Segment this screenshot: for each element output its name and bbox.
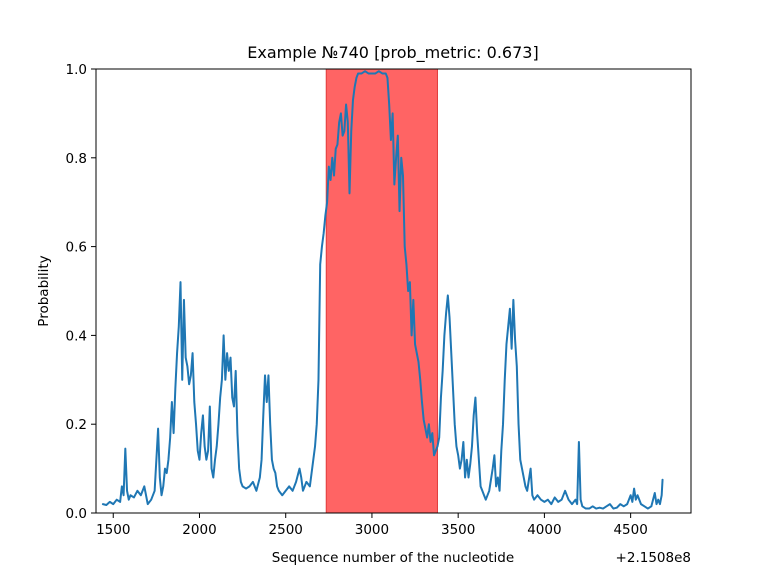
y-tick-label: 1.0 [66,62,87,78]
line-layer [101,70,664,510]
y-tick-label: 0.4 [66,328,87,344]
y-axis: 0.0 0.2 0.4 0.6 0.8 1.0 [66,62,96,522]
x-tick-label: 3000 [355,522,389,538]
x-tick-label: 3500 [441,522,475,538]
x-axis-offset-label: +2.1508e8 [616,550,691,566]
chart-title: Example №740 [prob_metric: 0.673] [247,43,538,63]
y-axis-label: Probability [36,255,52,326]
x-tick-label: 4500 [613,522,647,538]
x-axis: 1500 2000 2500 3000 3500 4000 4500 [96,513,648,538]
x-tick-label: 4000 [527,522,561,538]
highlight-layer [325,68,438,514]
x-tick-label: 2500 [269,522,303,538]
plot-frame [95,68,692,514]
x-axis-label: Sequence number of the nucleotide [272,550,514,566]
y-tick-label: 0.8 [66,151,87,167]
y-tick-label: 0.2 [66,417,87,433]
highlight-region [325,68,438,514]
series-line-0 [101,70,664,510]
y-tick-label: 0.6 [66,240,87,256]
x-tick-label: 2000 [182,522,216,538]
x-tick-label: 1500 [96,522,130,538]
y-tick-label: 0.0 [66,506,87,522]
